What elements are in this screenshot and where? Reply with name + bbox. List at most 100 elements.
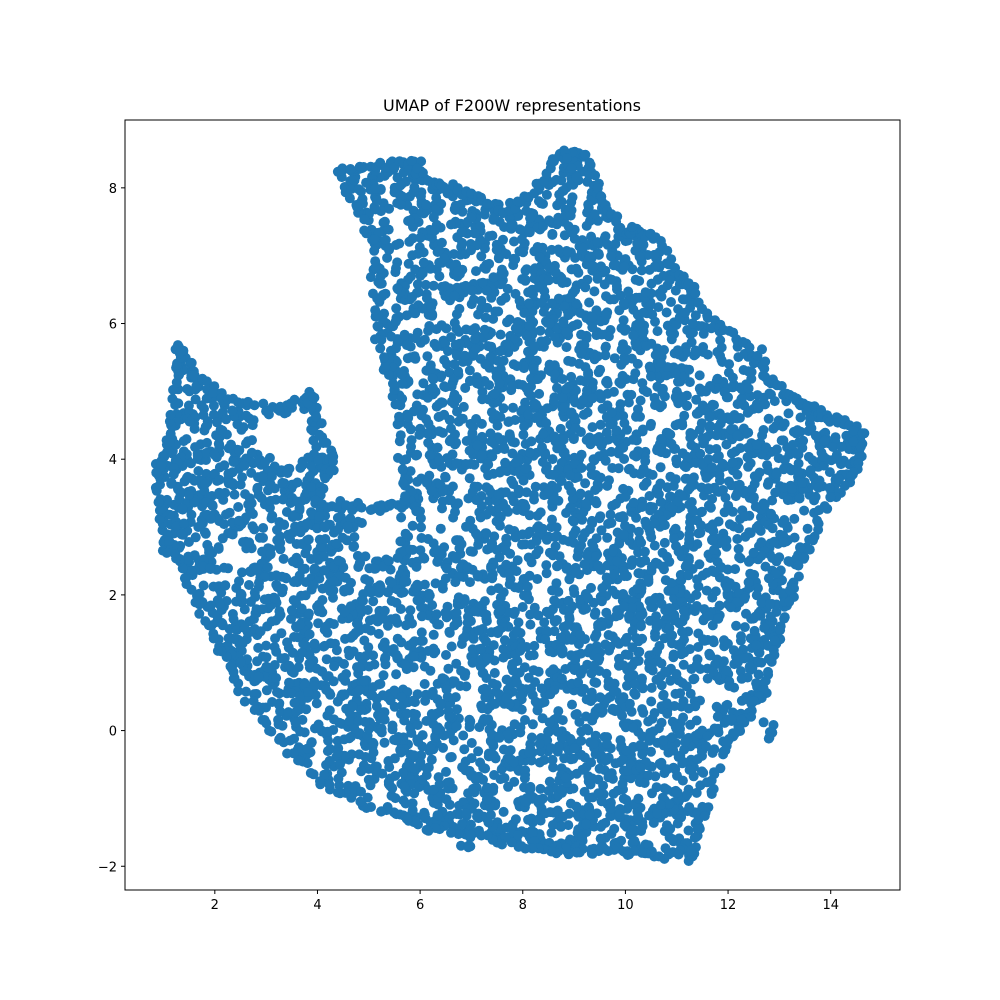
scatter-point xyxy=(654,445,665,456)
scatter-point xyxy=(441,684,452,695)
scatter-point xyxy=(743,427,754,438)
scatter-point xyxy=(734,479,745,490)
scatter-point xyxy=(428,212,439,223)
scatter-point xyxy=(434,455,445,466)
scatter-point xyxy=(386,790,397,801)
scatter-point xyxy=(597,620,608,631)
scatter-point xyxy=(561,246,572,257)
scatter-point xyxy=(556,645,567,656)
scatter-point xyxy=(423,762,434,773)
scatter-point xyxy=(387,577,397,588)
scatter-point xyxy=(415,232,426,243)
scatter-point xyxy=(691,660,702,671)
scatter-point xyxy=(193,466,204,476)
scatter-point xyxy=(502,283,513,294)
scatter-point xyxy=(412,389,423,400)
scatter-point xyxy=(661,698,672,709)
scatter-point xyxy=(779,418,790,429)
scatter-point xyxy=(274,539,285,550)
scatter-point xyxy=(709,544,720,555)
scatter-point xyxy=(591,498,602,509)
scatter-point xyxy=(332,696,343,707)
scatter-point xyxy=(629,657,640,668)
scatter-point xyxy=(208,400,219,411)
scatter-point xyxy=(400,660,411,671)
scatter-point xyxy=(600,455,611,466)
scatter-point xyxy=(474,722,485,733)
scatter-point xyxy=(445,752,456,763)
scatter-point xyxy=(215,424,226,435)
scatter-point xyxy=(476,251,487,262)
scatter-point xyxy=(483,817,494,828)
scatter-point xyxy=(805,465,816,476)
scatter-point xyxy=(325,744,336,754)
scatter-point xyxy=(778,537,789,548)
scatter-point xyxy=(711,430,722,441)
scatter-point xyxy=(373,628,384,639)
scatter-point xyxy=(607,586,618,596)
scatter-point xyxy=(317,583,328,594)
scatter-point xyxy=(523,814,534,825)
scatter-point xyxy=(628,434,638,445)
scatter-point xyxy=(383,756,394,766)
scatter-point xyxy=(524,747,535,758)
scatter-point xyxy=(380,235,391,245)
scatter-point xyxy=(399,329,410,340)
scatter-point xyxy=(428,629,439,640)
scatter-point xyxy=(286,688,297,699)
scatter-point xyxy=(590,485,601,495)
scatter-point xyxy=(453,592,464,603)
scatter-point xyxy=(551,174,562,185)
scatter-point xyxy=(539,617,550,628)
scatter-point xyxy=(394,238,405,249)
scatter-point xyxy=(521,487,532,498)
scatter-point xyxy=(575,488,586,499)
scatter-point xyxy=(542,403,553,414)
scatter-point xyxy=(190,442,201,453)
scatter-point xyxy=(359,635,370,646)
scatter-point xyxy=(420,695,431,706)
scatter-point xyxy=(540,634,551,645)
scatter-point xyxy=(662,708,673,719)
scatter-point xyxy=(730,564,741,575)
scatter-point xyxy=(590,551,601,562)
scatter-point xyxy=(477,431,487,442)
scatter-point xyxy=(717,458,728,469)
scatter-point xyxy=(365,587,376,598)
scatter-point xyxy=(495,346,506,357)
scatter-point xyxy=(272,524,282,535)
scatter-point xyxy=(469,606,480,617)
scatter-point xyxy=(512,323,523,334)
scatter-point xyxy=(526,755,537,766)
scatter-point xyxy=(698,634,708,645)
scatter-point xyxy=(541,606,552,617)
scatter-point xyxy=(787,439,798,450)
scatter-point xyxy=(779,515,790,525)
scatter-point xyxy=(464,473,475,484)
scatter-point xyxy=(643,574,654,585)
scatter-point xyxy=(272,582,283,593)
scatter-point xyxy=(687,318,698,329)
scatter-point xyxy=(566,634,577,645)
scatter-point xyxy=(504,746,515,757)
scatter-point xyxy=(390,316,401,327)
scatter-point xyxy=(333,773,344,784)
scatter-point xyxy=(286,605,297,616)
scatter-point xyxy=(665,675,676,686)
scatter-point xyxy=(572,551,583,562)
scatter-point xyxy=(507,659,518,669)
scatter-point xyxy=(438,742,448,753)
scatter-point xyxy=(666,297,676,307)
scatter-point xyxy=(481,794,492,805)
scatter-point xyxy=(724,359,735,370)
scatter-point xyxy=(795,543,806,553)
scatter-point xyxy=(190,532,201,543)
scatter-point xyxy=(651,674,662,685)
scatter-point xyxy=(234,515,244,526)
scatter-point xyxy=(587,393,598,404)
scatter-point xyxy=(423,588,434,599)
scatter-point xyxy=(557,715,568,726)
scatter-point xyxy=(726,713,737,724)
scatter-point xyxy=(532,574,543,584)
scatter-point xyxy=(311,698,322,709)
